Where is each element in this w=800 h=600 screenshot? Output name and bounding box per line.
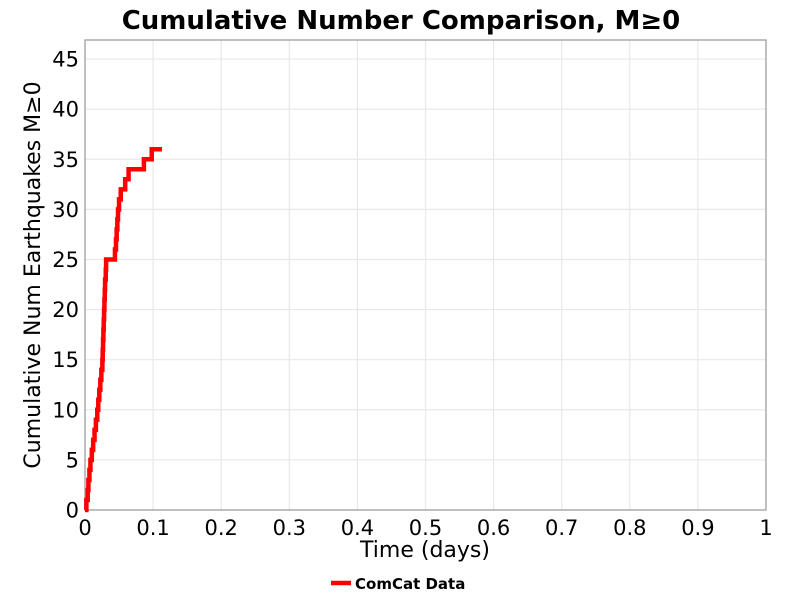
x-tick-label: 0.6	[477, 516, 510, 540]
legend-item-comcat[interactable]: ComCat Data	[331, 575, 465, 593]
gridlines	[85, 40, 767, 510]
y-tick-label: 45	[52, 48, 79, 72]
x-tick-label: 0.8	[613, 516, 646, 540]
legend-label: ComCat Data	[355, 575, 465, 593]
x-tick-label: 0.5	[409, 516, 442, 540]
y-tick-label: 0	[66, 499, 79, 523]
y-axis-title: Cumulative Num Earthquakes M≥0	[21, 81, 46, 468]
series-comcat-step-line	[84, 146, 162, 513]
plot-border	[84, 39, 767, 511]
x-tick-label: 0.2	[204, 516, 237, 540]
x-tick-label: 0.7	[545, 516, 578, 540]
x-tick-label: 0.1	[136, 516, 169, 540]
y-tick-label: 15	[52, 348, 79, 372]
y-tick-label: 20	[52, 298, 79, 322]
y-tick-label: 40	[52, 98, 79, 122]
y-tick-labels: 0 5 10 15 20 25 30 35 40 45	[52, 48, 79, 523]
x-tick-label: 1	[759, 516, 772, 540]
x-tick-label: 0.9	[681, 516, 714, 540]
y-tick-label: 25	[52, 248, 79, 272]
x-axis-title: Time (days)	[359, 538, 490, 563]
x-tick-labels: 0 0.1 0.2 0.3 0.4 0.5 0.6 0.7 0.8 0.9 1	[78, 516, 772, 540]
x-tick-label: 0.3	[273, 516, 306, 540]
legend: ComCat Data	[331, 575, 465, 593]
x-tick-label: 0.4	[341, 516, 374, 540]
series-layer	[84, 146, 162, 513]
y-tick-label: 35	[52, 148, 79, 172]
x-tick-label: 0	[78, 516, 91, 540]
chart-title: Cumulative Number Comparison, M≥0	[122, 6, 681, 36]
y-tick-label: 30	[52, 198, 79, 222]
y-tick-label: 5	[66, 448, 79, 472]
y-tick-label: 10	[52, 398, 79, 422]
